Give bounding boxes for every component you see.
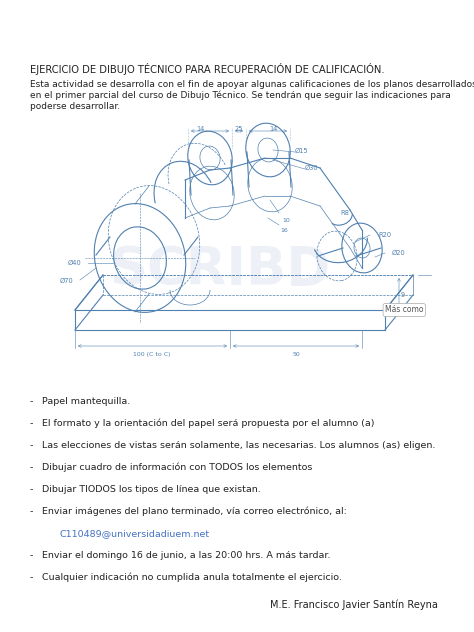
Text: Ø30: Ø30	[305, 165, 319, 171]
Text: El formato y la orientación del papel será propuesta por el alumno (a): El formato y la orientación del papel se…	[42, 419, 374, 428]
Text: Enviar imágenes del plano terminado, vía correo electrónico, al:: Enviar imágenes del plano terminado, vía…	[42, 507, 347, 516]
Text: poderse desarrollar.: poderse desarrollar.	[30, 102, 120, 111]
Text: Las elecciones de vistas serán solamente, las necesarias. Los alumnos (as) elige: Las elecciones de vistas serán solamente…	[42, 441, 436, 450]
Text: en el primer parcial del curso de Dibujo Técnico. Se tendrán que seguir las indi: en el primer parcial del curso de Dibujo…	[30, 91, 451, 100]
Text: -: -	[30, 441, 33, 450]
Text: Cualquier indicación no cumplida anula totalmente el ejercicio.: Cualquier indicación no cumplida anula t…	[42, 573, 342, 583]
Text: -: -	[30, 507, 33, 516]
Text: -: -	[30, 551, 33, 560]
Text: -: -	[30, 397, 33, 406]
Text: C110489@universidadiuem.net: C110489@universidadiuem.net	[60, 529, 210, 538]
Text: Más como: Más como	[385, 305, 423, 315]
Text: Ø40: Ø40	[68, 260, 82, 266]
Text: SCRIBD: SCRIBD	[109, 244, 330, 296]
Text: 50: 50	[292, 352, 300, 357]
Text: 25: 25	[235, 126, 243, 132]
Text: R8: R8	[340, 210, 349, 216]
Text: Enviar el domingo 16 de junio, a las 20:00 hrs. A más tardar.: Enviar el domingo 16 de junio, a las 20:…	[42, 551, 330, 560]
Text: Ø70: Ø70	[60, 278, 74, 284]
Text: 14: 14	[196, 126, 204, 132]
Text: Esta actividad se desarrolla con el fin de apoyar algunas calificaciones de los : Esta actividad se desarrolla con el fin …	[30, 80, 474, 89]
Text: -: -	[30, 485, 33, 494]
Text: M.E. Francisco Javier Santín Reyna: M.E. Francisco Javier Santín Reyna	[270, 600, 438, 611]
Text: -: -	[30, 463, 33, 472]
Text: -: -	[30, 419, 33, 428]
Text: 16: 16	[280, 228, 288, 233]
Text: Dibujar TIODOS los tipos de línea que existan.: Dibujar TIODOS los tipos de línea que ex…	[42, 485, 261, 494]
Text: 14: 14	[269, 126, 277, 132]
Text: 9: 9	[401, 292, 405, 298]
Text: Dibujar cuadro de información con TODOS los elementos: Dibujar cuadro de información con TODOS …	[42, 463, 312, 473]
Text: EJERCICIO DE DIBUJO TÉCNICO PARA RECUPERACIÓN DE CALIFICACIÓN.: EJERCICIO DE DIBUJO TÉCNICO PARA RECUPER…	[30, 63, 384, 75]
Text: Papel mantequilla.: Papel mantequilla.	[42, 397, 130, 406]
Text: 100 (C to C): 100 (C to C)	[133, 352, 171, 357]
Text: R20: R20	[378, 232, 391, 238]
Text: -: -	[30, 573, 33, 582]
Text: Ø15: Ø15	[295, 148, 309, 154]
Text: 10: 10	[282, 218, 290, 223]
Text: Ø20: Ø20	[392, 250, 406, 256]
